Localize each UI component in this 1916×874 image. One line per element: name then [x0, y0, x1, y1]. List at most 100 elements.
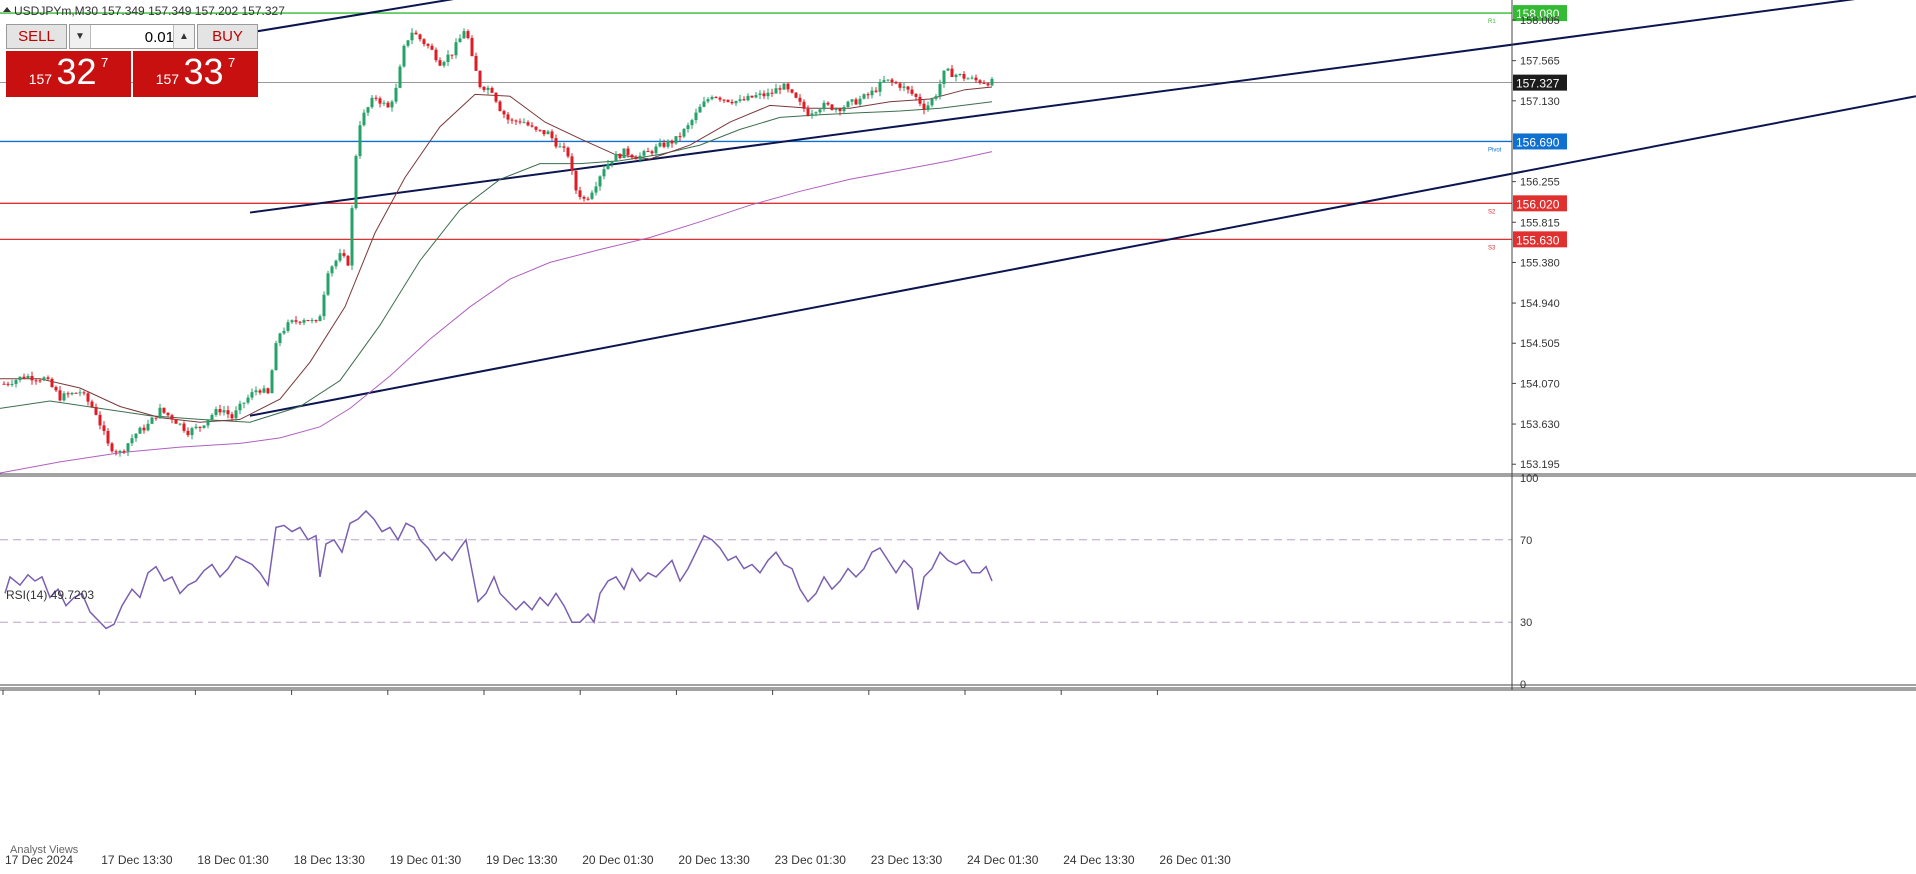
candle-body	[958, 73, 962, 75]
candle-body	[534, 126, 538, 130]
candle-body	[54, 387, 58, 391]
candle-body	[418, 34, 422, 40]
candle-body	[774, 88, 778, 94]
candle-body	[910, 89, 914, 94]
overlay-layer: USDJPYm,M30 157.349 157.349 157.202 157.…	[3, 4, 285, 856]
candle-body	[206, 419, 210, 426]
candle-body	[30, 375, 34, 381]
candle-body	[690, 120, 694, 126]
candle-body	[498, 101, 502, 112]
candle-body	[134, 433, 138, 439]
buy-button[interactable]: BUY	[197, 24, 258, 49]
candle-body	[182, 423, 186, 431]
candle-body	[662, 142, 666, 147]
sell-button[interactable]: SELL	[6, 24, 67, 49]
candle-body	[186, 430, 190, 436]
candle-body	[674, 136, 678, 144]
level-name-label: S2	[1488, 209, 1496, 215]
current-price-tag	[1513, 74, 1567, 91]
candle-body	[834, 108, 838, 110]
candle-body	[126, 443, 130, 452]
candle-body	[274, 343, 278, 371]
candle-body	[502, 111, 506, 115]
buy-price-button[interactable]: 157 33 7	[133, 51, 258, 97]
candle-body	[882, 80, 886, 82]
candle-body	[222, 410, 226, 413]
candle-body	[786, 83, 790, 90]
volume-stepper[interactable]: ▼ ▲	[69, 24, 195, 49]
candle-body	[854, 99, 858, 105]
candle-body	[478, 70, 482, 87]
candle-body	[210, 414, 214, 420]
candle-body	[626, 148, 630, 155]
price-pane[interactable]: 158.080 R1 156.690 Pivot 156.020 S2 155.630 S3 1…	[0, 0, 1916, 474]
candle-body	[558, 146, 562, 148]
rsi-line	[4, 509, 993, 630]
candle-body	[974, 77, 978, 81]
candle-body	[846, 101, 850, 107]
candle-body	[862, 94, 866, 99]
volume-increase-icon[interactable]: ▲	[173, 25, 194, 48]
candle-body	[410, 32, 414, 41]
rsi-tick-label: 0	[1520, 679, 1526, 691]
candle-body	[462, 31, 466, 39]
buy-price-prefix: 157	[155, 71, 180, 87]
candle-body	[934, 96, 938, 99]
candle-body	[438, 60, 442, 66]
candle-body	[330, 266, 334, 274]
candle-body	[310, 320, 314, 322]
level-price-label: 155.630	[1516, 233, 1560, 247]
level-price-label: 156.690	[1516, 135, 1560, 149]
sell-price-button[interactable]: 157 32 7	[6, 51, 131, 97]
level-price-label: 156.020	[1516, 197, 1560, 211]
candle-body	[326, 273, 330, 295]
candle-body	[894, 82, 898, 84]
candle-body	[174, 419, 178, 424]
candle-body	[278, 333, 282, 344]
candle-body	[362, 112, 366, 126]
level-name-label: Pivot	[1488, 147, 1502, 153]
candle-body	[810, 113, 814, 116]
candle-body	[610, 161, 614, 164]
candle-body	[250, 392, 254, 398]
candle-body	[342, 253, 346, 256]
price-tick-label: 154.070	[1520, 378, 1560, 390]
candle-body	[46, 377, 50, 379]
candle-body	[322, 294, 326, 317]
candle-body	[638, 155, 642, 160]
candle-body	[42, 377, 46, 381]
time-tick-label: 20 Dec 01:30	[582, 853, 654, 867]
analyst-views-tab[interactable]: Analyst Views	[10, 844, 79, 856]
candle-body	[842, 106, 846, 112]
candle-body	[950, 68, 954, 78]
collapse-arrow-icon[interactable]	[3, 7, 11, 12]
candle-body	[730, 101, 734, 104]
candle-body	[930, 98, 934, 106]
candle-body	[6, 383, 10, 385]
candle-body	[738, 99, 742, 101]
candle-body	[166, 412, 170, 416]
volume-decrease-icon[interactable]: ▼	[70, 25, 91, 48]
candle-body	[402, 45, 406, 67]
candle-body	[678, 136, 682, 138]
candle-body	[522, 122, 526, 124]
candle-body	[110, 443, 114, 452]
candle-body	[554, 138, 558, 147]
candle-body	[118, 450, 122, 453]
candle-body	[570, 156, 574, 171]
candle-body	[162, 407, 166, 413]
candle-body	[70, 392, 74, 395]
candle-body	[382, 102, 386, 104]
ma-slow-line	[0, 151, 993, 474]
candle-body	[214, 409, 218, 415]
candle-body	[2, 383, 6, 385]
sell-price-main: 32	[56, 51, 97, 92]
candle-body	[886, 79, 890, 81]
time-tick-label: 18 Dec 01:30	[197, 853, 269, 867]
candle-body	[578, 190, 582, 197]
rsi-pane[interactable]	[0, 509, 1512, 630]
volume-input[interactable]	[92, 27, 176, 48]
candle-body	[386, 102, 390, 108]
